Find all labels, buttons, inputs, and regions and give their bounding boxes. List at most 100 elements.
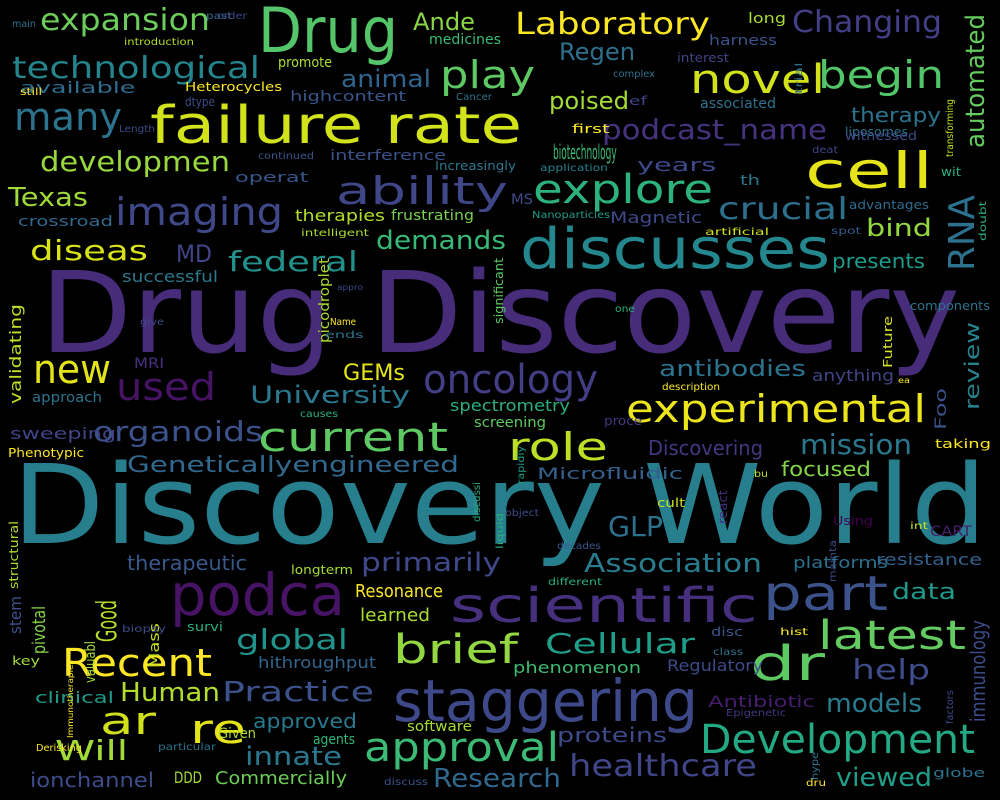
word-longterm: longterm: [291, 563, 353, 577]
word-factors: factors: [945, 690, 956, 724]
word-innate: innate: [245, 742, 342, 772]
word-derisking: Derisking: [36, 743, 82, 754]
word-many: many: [14, 95, 122, 139]
word-gems: GEMs: [343, 361, 405, 386]
word-agents: agents: [313, 732, 355, 748]
word-interference: interference: [330, 148, 446, 164]
word-healthcare: healthcare: [569, 749, 757, 784]
word-ms: MS: [511, 192, 533, 208]
word-intelligent: intelligent: [301, 228, 369, 239]
word-discovering: Discovering: [648, 436, 763, 460]
word-md: MD: [176, 240, 212, 268]
word-biotechnology: biotechnology: [553, 140, 617, 164]
word-continued: continued: [258, 151, 314, 162]
word-presents: presents: [832, 249, 925, 273]
word-pivotal: pivotal: [29, 606, 50, 654]
word-ends: ends: [325, 330, 364, 341]
word-increasingly: Increasingly: [435, 159, 516, 173]
word-demands: demands: [376, 226, 506, 256]
word-resistance: resistance: [876, 550, 982, 569]
word-microfluidic: Microfluidic: [537, 464, 683, 483]
word-biopsy: biopsy: [122, 624, 166, 635]
word-associated: associated: [700, 96, 776, 112]
word-operat: operat: [235, 170, 309, 186]
word-learned: learned: [360, 605, 430, 626]
word-commercially: Commercially: [215, 768, 347, 789]
word-structural: structural: [7, 521, 21, 589]
word-scientific: scientific: [450, 578, 758, 634]
word-years: years: [637, 155, 717, 176]
word-th: th: [740, 173, 760, 189]
word-part: part: [763, 566, 888, 622]
word-dtype: dtype: [185, 95, 215, 109]
word-foo: Foo: [931, 388, 950, 430]
word-length: Length: [119, 124, 155, 135]
word-re: re: [190, 707, 246, 753]
word-automated: automated: [961, 14, 991, 149]
word-different: different: [548, 577, 602, 588]
word-introduction: introduction: [124, 37, 194, 48]
word-transforming: transforming: [945, 99, 956, 157]
word-texas: Texas: [8, 183, 88, 213]
word-ef: ef: [629, 94, 647, 108]
word-cult: cult: [657, 496, 685, 510]
word-clinical: clinical: [35, 688, 114, 707]
word-imaging: imaging: [115, 190, 283, 234]
word-mission: mission: [800, 428, 912, 461]
word-dr: dr: [750, 636, 825, 692]
word-will: Will: [55, 734, 128, 767]
word-screening: screening: [474, 415, 546, 431]
word-role: role: [508, 425, 608, 469]
word-artificial: artificial: [705, 227, 769, 238]
word-ea: ea: [898, 376, 910, 385]
word-ande: Ande: [413, 8, 475, 36]
word-react: react: [716, 490, 730, 524]
word-failure-rate: failure rate: [150, 96, 522, 156]
word-deat: deat: [812, 145, 838, 156]
word-key: key: [12, 654, 40, 668]
word-diseas: diseas: [30, 234, 148, 267]
word-globe: globe: [933, 766, 985, 780]
word-university: University: [250, 381, 410, 409]
word-glp: GLP: [608, 510, 663, 543]
word-anything: anything: [812, 366, 894, 385]
word-stem: stem: [6, 596, 25, 634]
word-decades: decades: [557, 541, 601, 552]
word-bind: bind: [866, 214, 932, 242]
word-brief: brief: [393, 627, 518, 673]
word-association: Association: [584, 549, 762, 579]
word-therapy: therapy: [851, 103, 941, 127]
word-sweeping: sweeping: [10, 424, 116, 443]
word-immunotherapies: Immunotherapies: [66, 660, 75, 738]
word-components: components: [910, 299, 990, 313]
word-new: new: [33, 347, 111, 393]
word-ar: ar: [100, 699, 156, 743]
word-liposomes: liposomes: [845, 125, 908, 139]
word-antibodies: antibodies: [659, 357, 806, 382]
word-frustrating: frustrating: [391, 208, 474, 224]
word-hype: hype: [810, 752, 821, 780]
word-survi: survi: [187, 620, 223, 634]
word-order: order: [217, 11, 247, 22]
word-poised: poised: [549, 87, 629, 115]
word-oncology: oncology: [423, 357, 598, 403]
word-available: available: [20, 78, 136, 97]
word-phenotypic: Phenotypic: [8, 446, 84, 460]
word-antibiotic: Antibiotic: [708, 692, 815, 711]
word-animal: animal: [341, 65, 431, 93]
word-drug: Drug: [258, 0, 398, 67]
word-platforms: platforms: [793, 553, 888, 572]
word-podcast-name: podcast_name: [602, 113, 827, 146]
word-software: software: [407, 719, 472, 735]
word-used: used: [116, 365, 216, 409]
word-approved: approved: [253, 709, 357, 733]
word-witnessed: witnessed: [845, 129, 917, 143]
word-trial: trial: [794, 62, 805, 94]
word-review: review: [960, 322, 984, 410]
word-discuss: discuss: [384, 777, 428, 788]
word-latest: latest: [818, 613, 966, 659]
word-proteins: proteins: [557, 723, 667, 747]
word-novel: novel: [690, 57, 825, 103]
word-successful: successful: [122, 267, 218, 286]
